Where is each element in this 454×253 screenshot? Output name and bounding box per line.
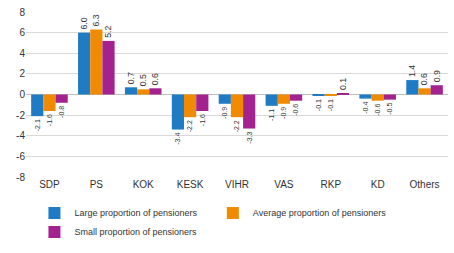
svg-text:PS: PS xyxy=(90,179,104,190)
svg-text:6.3: 6.3 xyxy=(91,14,101,26)
svg-text:0.6: 0.6 xyxy=(150,73,160,85)
svg-text:KESK: KESK xyxy=(177,179,204,190)
svg-text:-0.1: -0.1 xyxy=(315,99,322,111)
svg-text:0.6: 0.6 xyxy=(419,73,429,85)
svg-text:5.2: 5.2 xyxy=(103,26,113,38)
svg-text:Small proportion of pensioners: Small proportion of pensioners xyxy=(74,227,197,237)
svg-text:-2.2: -2.2 xyxy=(233,120,240,132)
svg-text:Others: Others xyxy=(410,179,440,190)
svg-text:-0.5: -0.5 xyxy=(386,103,393,115)
svg-text:VIHR: VIHR xyxy=(225,179,249,190)
svg-text:6.0: 6.0 xyxy=(79,17,89,29)
svg-text:-0.9: -0.9 xyxy=(280,107,287,119)
svg-text:-1.6: -1.6 xyxy=(199,114,206,126)
svg-text:-4: -4 xyxy=(16,130,25,141)
svg-text:-3.4: -3.4 xyxy=(174,133,181,145)
svg-text:-3.3: -3.3 xyxy=(246,131,253,143)
svg-text:-2: -2 xyxy=(16,110,25,121)
svg-text:0.7: 0.7 xyxy=(126,72,136,84)
svg-text:0.9: 0.9 xyxy=(432,70,442,82)
svg-text:Average proportion of pensione: Average proportion of pensioners xyxy=(253,208,386,218)
svg-text:-0.8: -0.8 xyxy=(58,106,65,118)
svg-text:Large proportion of pensioners: Large proportion of pensioners xyxy=(74,208,197,218)
svg-text:1.4: 1.4 xyxy=(407,65,417,77)
svg-text:-1.1: -1.1 xyxy=(268,109,275,121)
svg-text:-6: -6 xyxy=(16,151,25,162)
svg-text:-0.6: -0.6 xyxy=(292,104,299,116)
svg-text:RKP: RKP xyxy=(320,179,341,190)
svg-text:SDP: SDP xyxy=(39,179,60,190)
svg-text:-0.9: -0.9 xyxy=(221,107,228,119)
svg-text:-0.6: -0.6 xyxy=(374,104,381,116)
svg-text:2: 2 xyxy=(19,68,25,79)
svg-text:0.5: 0.5 xyxy=(138,74,148,86)
svg-text:0: 0 xyxy=(19,89,25,100)
svg-text:-8: -8 xyxy=(16,172,25,183)
svg-text:KOK: KOK xyxy=(133,179,154,190)
svg-text:KD: KD xyxy=(371,179,385,190)
svg-text:-2.2: -2.2 xyxy=(186,120,193,132)
svg-text:-1.6: -1.6 xyxy=(46,114,53,126)
svg-text:-0.4: -0.4 xyxy=(362,102,369,114)
svg-text:6: 6 xyxy=(19,27,25,38)
svg-text:VAS: VAS xyxy=(274,179,294,190)
svg-text:-0.1: -0.1 xyxy=(327,99,334,111)
svg-text:8: 8 xyxy=(19,7,25,18)
svg-text:0.1: 0.1 xyxy=(338,78,348,90)
svg-text:-2.1: -2.1 xyxy=(34,119,41,131)
svg-text:4: 4 xyxy=(19,48,25,59)
